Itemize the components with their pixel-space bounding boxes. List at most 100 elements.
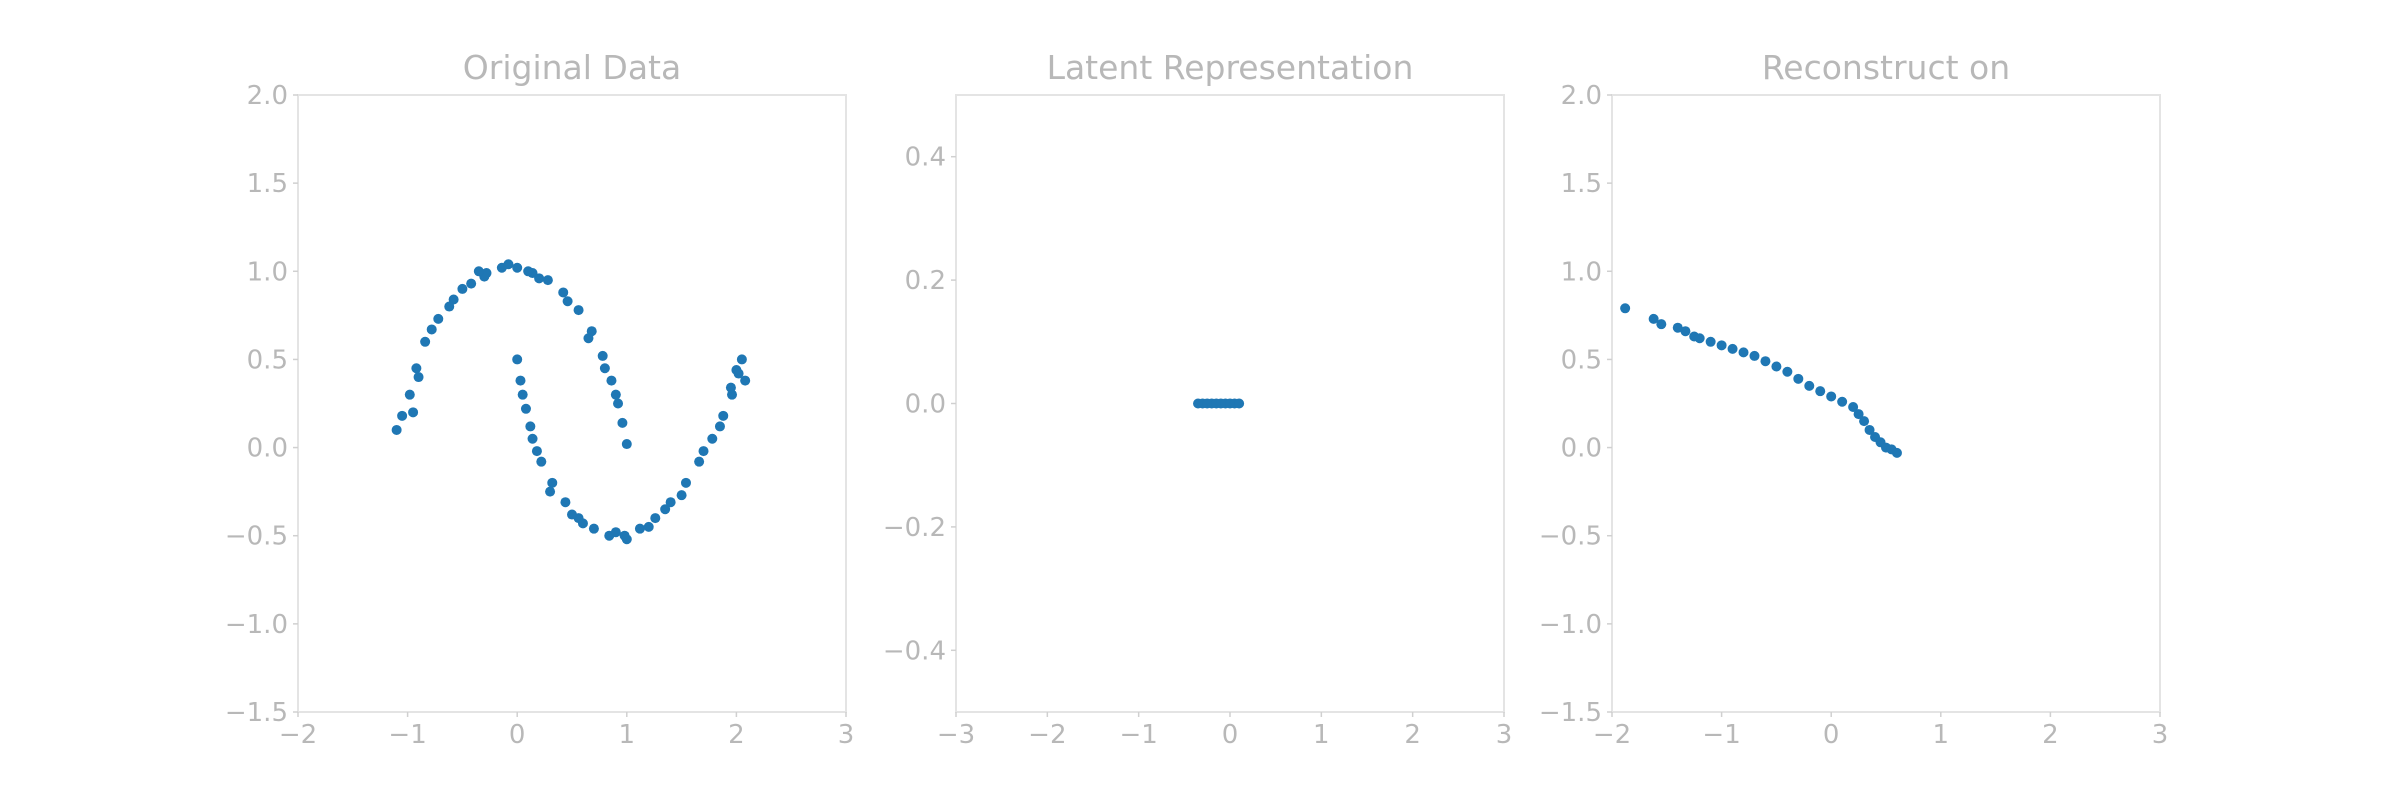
data-point: [547, 477, 558, 488]
x-tick-label: 1: [619, 720, 636, 750]
original-data-panel: Original Data −2 −1 0 1 2 3 −1.5 −1.0 −0.5 0.0 0.5 1…: [225, 48, 854, 750]
data-point: [473, 266, 484, 277]
data-point: [1848, 402, 1859, 413]
data-point: [567, 509, 577, 520]
data-point: [411, 363, 422, 374]
y-tick-label: −0.4: [883, 636, 946, 666]
data-point: [1749, 350, 1760, 361]
data-point: [1826, 391, 1837, 402]
x-tick-label: −3: [937, 720, 975, 750]
y-tick-label: 2.0: [247, 81, 288, 111]
x-tick-label: 3: [2152, 720, 2169, 750]
data-point: [1680, 326, 1691, 337]
x-tick-label: 3: [1496, 720, 1513, 750]
data-point: [599, 363, 610, 374]
data-point: [1738, 347, 1749, 358]
panel-title: Original Data: [463, 48, 681, 87]
data-point: [404, 389, 415, 400]
data-point: [1694, 333, 1705, 344]
data-point: [643, 521, 654, 532]
data-point: [1782, 366, 1793, 377]
data-point: [740, 375, 751, 386]
data-point: [698, 446, 709, 457]
y-tick-label: −1.0: [225, 610, 288, 640]
data-point: [515, 375, 526, 386]
data-point: [1859, 416, 1870, 427]
reconstruction-panel: Reconstruct on −2 −1 0 1 2 3 −1.5 −1.0 −0.5 0.0 0.5…: [1539, 48, 2168, 750]
x-tick-label: 2: [1404, 720, 1421, 750]
data-point: [573, 305, 584, 316]
data-point: [621, 439, 632, 450]
data-point: [613, 398, 624, 409]
y-tick-label: −1.0: [1539, 610, 1602, 640]
data-point: [577, 518, 588, 529]
axes-frame: [297, 94, 847, 713]
data-point: [1804, 380, 1815, 391]
x-tick-label: 1: [1933, 720, 1950, 750]
data-point: [391, 424, 402, 435]
data-point: [512, 262, 523, 273]
x-tick-label: −1: [1702, 720, 1740, 750]
x-tick-label: 3: [838, 720, 855, 750]
y-tick-label: 1.0: [1561, 257, 1602, 287]
y-tick-label: 0.0: [905, 390, 946, 420]
data-point: [694, 456, 705, 467]
data-point: [531, 446, 542, 457]
data-point: [1853, 409, 1864, 420]
data-point: [408, 407, 419, 418]
data-point: [634, 523, 645, 534]
data-point: [714, 421, 725, 432]
x-tick-label: −1: [1120, 720, 1158, 750]
data-point: [426, 324, 437, 335]
data-point: [665, 497, 676, 508]
data-point: [718, 410, 729, 421]
y-tick-label: −0.5: [225, 522, 288, 552]
data-point: [420, 336, 431, 347]
data-point: [1234, 398, 1245, 409]
data-point: [503, 259, 514, 270]
y-tick-label: −0.5: [1539, 522, 1602, 552]
data-point: [731, 365, 742, 376]
data-point: [562, 296, 573, 307]
data-point: [1620, 303, 1631, 314]
data-point: [676, 490, 687, 501]
y-tick-label: −0.2: [883, 513, 946, 543]
data-point: [1864, 424, 1875, 435]
data-point: [610, 389, 621, 400]
y-tick-label: 0.0: [1561, 434, 1602, 464]
x-tick-label: 0: [1823, 720, 1840, 750]
x-tick-label: 0: [509, 720, 526, 750]
data-point: [560, 497, 571, 508]
axes-frame: [1611, 94, 2161, 713]
data-point: [397, 410, 408, 421]
data-point: [525, 421, 536, 432]
data-point: [536, 456, 547, 467]
x-tick-label: 0: [1222, 720, 1239, 750]
data-point: [523, 266, 534, 277]
data-point: [621, 534, 632, 545]
y-tick-label: 0.0: [247, 434, 288, 464]
data-point: [1837, 396, 1848, 407]
data-point: [680, 477, 691, 488]
data-point: [444, 301, 455, 312]
y-tick-label: 2.0: [1561, 81, 1602, 111]
latent-representation-panel: Latent Representation −3 −2 −1 0 1 2 3 −0.4 −0.2 0…: [883, 48, 1512, 750]
data-point: [545, 486, 556, 497]
data-point: [1891, 447, 1902, 458]
data-point: [1648, 313, 1659, 324]
y-tick-label: 0.5: [247, 345, 288, 375]
data-point: [736, 354, 747, 365]
data-point: [1705, 336, 1716, 347]
y-tick-label: 0.2: [905, 266, 946, 296]
data-point: [1793, 373, 1804, 384]
y-tick-label: 0.5: [1561, 345, 1602, 375]
y-tick-label: −1.5: [1539, 698, 1602, 728]
data-point: [610, 527, 621, 538]
data-point: [583, 333, 594, 344]
x-tick-label: 2: [728, 720, 745, 750]
data-point: [542, 275, 553, 286]
data-point: [517, 389, 528, 400]
data-point: [1760, 356, 1771, 367]
data-point: [534, 273, 545, 284]
